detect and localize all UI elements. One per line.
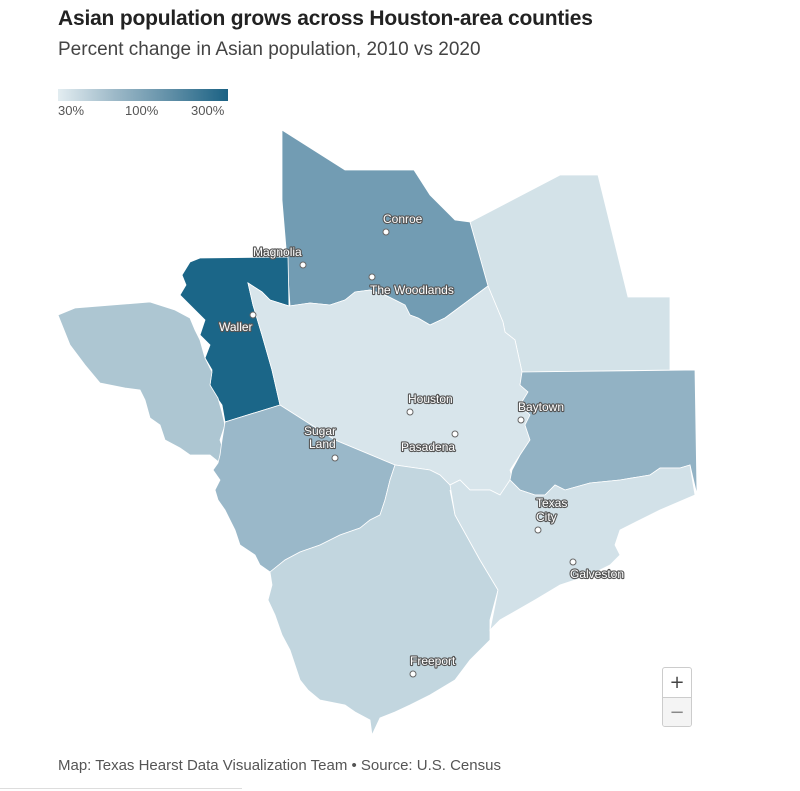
color-legend: 30% 100% 300%: [58, 89, 228, 119]
county-galveston[interactable]: [449, 464, 696, 632]
city-dot-freeport: [409, 670, 417, 678]
page-subtitle: Percent change in Asian population, 2010…: [58, 39, 481, 60]
city-label-baytown: Baytown: [518, 400, 564, 414]
city-label-pasadena: Pasadena: [401, 440, 455, 454]
city-label-magnolia: Magnolia: [253, 245, 302, 259]
city-dot-galveston: [569, 558, 577, 566]
city-label-texas: Texas: [536, 496, 567, 510]
legend-label-high: 300%: [191, 103, 225, 118]
city-dot-houston: [406, 408, 414, 416]
legend-label-low: 30%: [58, 103, 85, 118]
city-label-sugar: Sugar: [304, 424, 336, 438]
city-dot-pasadena: [451, 430, 459, 438]
city-label-city: City: [536, 510, 557, 524]
city-dot-sugarland: [331, 454, 339, 462]
city-label-houston: Houston: [408, 392, 453, 406]
map-credit: Map: Texas Hearst Data Visualization Tea…: [58, 757, 501, 774]
city-label-freeport: Freeport: [410, 654, 456, 668]
city-label-waller: Waller: [219, 320, 253, 334]
legend-labels: 30% 100% 300%: [58, 103, 228, 119]
city-dot-waller: [249, 311, 257, 319]
city-label-thewoodlands: The Woodlands: [370, 283, 454, 297]
zoom-in-button[interactable]: +: [669, 672, 685, 693]
city-label-conroe: Conroe: [383, 212, 423, 226]
zoom-out-button[interactable]: −: [663, 697, 691, 726]
city-label-galveston: Galveston: [570, 567, 624, 581]
city-dot-thewoodlands: [368, 273, 376, 281]
city-dot-conroe: [382, 228, 390, 236]
city-dot-magnolia: [299, 261, 307, 269]
page-title: Asian population grows across Houston-ar…: [58, 7, 593, 30]
county-austin[interactable]: [57, 301, 226, 464]
legend-label-mid: 100%: [125, 103, 159, 118]
divider: [0, 788, 242, 789]
city-label-land: Land: [309, 437, 336, 451]
zoom-control: + −: [662, 667, 692, 727]
city-dot-texascity: [534, 526, 542, 534]
city-dot-baytown: [517, 416, 525, 424]
legend-gradient-bar: [58, 89, 228, 101]
